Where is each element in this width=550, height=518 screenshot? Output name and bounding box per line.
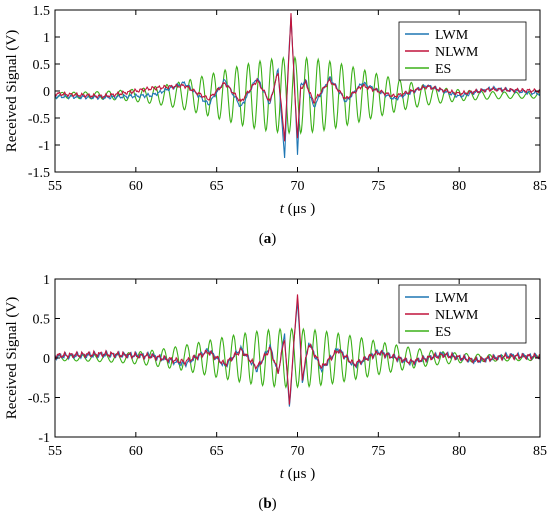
y-tick-label: -1 bbox=[38, 431, 50, 446]
y-axis-label: Received Signal (V) bbox=[4, 30, 20, 152]
series-line-nlwm bbox=[55, 294, 540, 405]
y-tick-label: 1 bbox=[43, 273, 50, 288]
x-tick-label: 85 bbox=[533, 179, 547, 194]
series-line-es bbox=[55, 327, 540, 389]
x-axis-label: t (μs ) bbox=[280, 466, 316, 482]
legend-label-es: ES bbox=[435, 325, 451, 340]
y-tick-label: 1 bbox=[43, 31, 50, 46]
y-tick-label: 0.5 bbox=[33, 58, 51, 73]
x-tick-label: 55 bbox=[48, 179, 62, 194]
y-axis-label: Received Signal (V) bbox=[4, 297, 20, 419]
y-tick-label: 0 bbox=[43, 85, 50, 100]
legend-label-lwm: LWM bbox=[435, 28, 469, 43]
x-tick-label: 80 bbox=[452, 179, 466, 194]
y-tick-label: -0.5 bbox=[28, 112, 50, 127]
series-line-lwm bbox=[55, 16, 540, 159]
legend-label-nlwm: NLWM bbox=[435, 308, 479, 323]
x-tick-label: 65 bbox=[210, 444, 224, 459]
y-tick-label: -1 bbox=[38, 139, 50, 154]
series-line-nlwm bbox=[55, 13, 540, 142]
x-tick-label: 75 bbox=[371, 444, 385, 459]
legend-label-nlwm: NLWM bbox=[435, 45, 479, 60]
chart-panel-a: 55 60 65 70 75 80 85 1.5 1 0.5 0 -0.5 -1 -1.5 Received… bbox=[4, 4, 547, 247]
x-axis-label: t (μs ) bbox=[280, 201, 316, 217]
legend-label-lwm: LWM bbox=[435, 291, 469, 306]
panel-label: (b) bbox=[258, 496, 276, 512]
panel-label: (a) bbox=[259, 231, 277, 247]
y-tick-label: -0.5 bbox=[28, 392, 50, 407]
x-tick-label: 85 bbox=[533, 444, 547, 459]
legend: LWM NLWM ES bbox=[398, 284, 527, 344]
x-tick-label: 55 bbox=[48, 444, 62, 459]
y-tick-label: 1.5 bbox=[33, 4, 51, 19]
x-tick-label: 70 bbox=[291, 444, 305, 459]
x-tick-label: 65 bbox=[210, 179, 224, 194]
series-line-es bbox=[55, 55, 540, 135]
chart-panel-b: 55 60 65 70 75 80 85 1 0.5 0 -0.5 -1 Received Signal… bbox=[4, 273, 547, 512]
x-tick-label: 70 bbox=[291, 179, 305, 194]
x-tick-label: 60 bbox=[129, 444, 143, 459]
plot-area bbox=[55, 294, 540, 407]
legend-label-es: ES bbox=[435, 62, 451, 77]
x-tick-label: 60 bbox=[129, 179, 143, 194]
legend: LWM NLWM ES bbox=[398, 21, 527, 81]
y-tick-label: 0.5 bbox=[33, 313, 51, 328]
y-tick-label: -1.5 bbox=[28, 166, 50, 181]
x-tick-label: 80 bbox=[452, 444, 466, 459]
y-tick-label: 0 bbox=[43, 352, 50, 367]
plot-area bbox=[55, 13, 540, 159]
x-tick-label: 75 bbox=[371, 179, 385, 194]
